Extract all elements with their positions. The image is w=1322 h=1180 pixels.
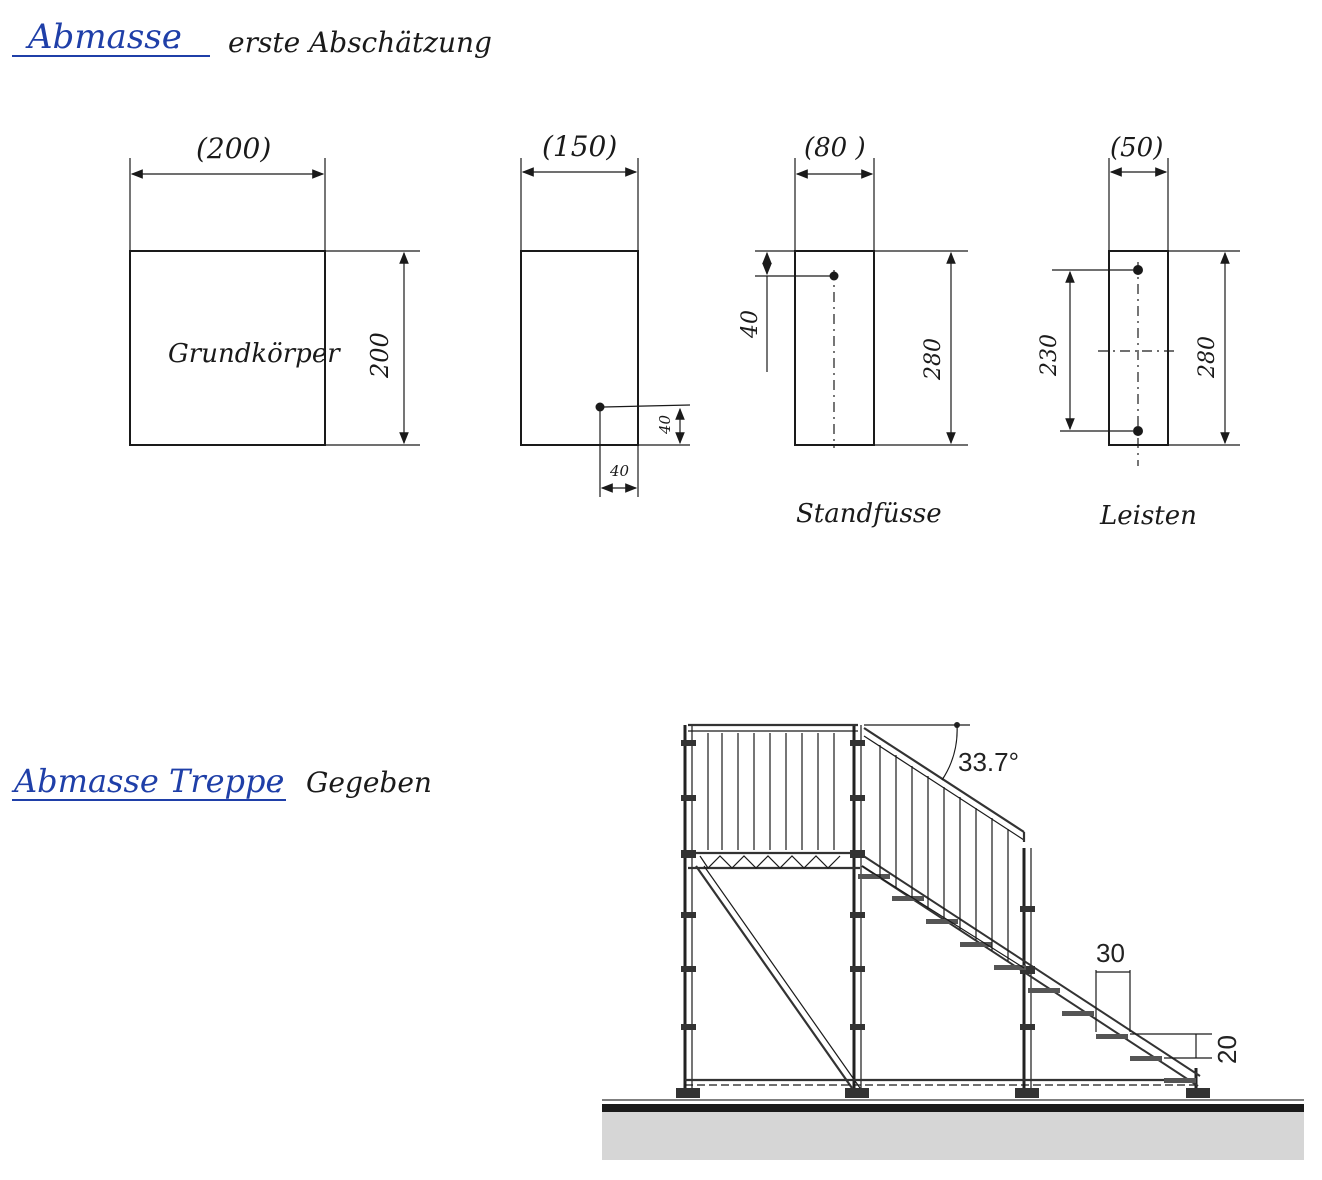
diagonal-brace [695,865,853,1089]
height-label: 280 [921,338,946,381]
step-depth-label: 30 [1096,938,1125,968]
stair-heading: Abmasse Treppe : Gegeben [11,762,432,801]
hole-vertical-label: 40 [656,414,674,435]
spacing-label: 230 [1037,334,1062,377]
stair-drawing: 33.7° 30 20 [602,722,1304,1160]
offset-label: 40 [738,310,763,339]
stair-subtitle: Gegeben [306,766,432,799]
view-standfuesse: (80 ) 40 280 Standfüsse [738,133,968,529]
grundkoerper-outline [129,250,326,446]
width-label: (200) [196,132,271,165]
stair-steps [858,874,1196,1083]
height-label: 280 [1195,336,1220,379]
width-label: (50) [1110,133,1163,163]
hole-horizontal-label: 40 [609,462,630,480]
view-grundkoerper: (200) 200 Grundkörper [129,132,420,446]
header-colon: : [172,21,182,56]
caption: Leisten [1099,501,1197,531]
stringer-lower [861,865,1199,1087]
header: Abmasse : erste Abschätzung [12,17,492,59]
stair-title: Abmasse Treppe [11,762,284,800]
hole-marker [829,271,839,281]
height-label: 200 [366,332,394,379]
standfuss-outline [794,250,875,446]
view-side: (150) 40 40 [520,130,691,497]
side-outline [520,250,639,446]
width-label: (80 ) [804,133,866,163]
ground-line [602,1104,1304,1112]
width-label: (150) [542,130,617,163]
hole-marker-bottom [1133,426,1143,436]
caption: Standfüsse [796,499,942,529]
step-height-label: 20 [1212,1035,1242,1064]
leiste-outline [1108,250,1169,446]
hole-marker-top [1133,265,1143,275]
stair-balusters [879,745,1009,961]
stair-handrail [863,727,1025,833]
stair-colon: : [274,766,283,799]
stringer-upper [861,854,1201,1077]
header-title: Abmasse [25,17,182,57]
ground-fill [602,1112,1304,1160]
angle-label: 33.7° [958,747,1019,777]
hole-marker [595,402,605,412]
inner-label: Grundkörper [168,339,341,369]
header-subtitle: erste Abschätzung [228,26,492,59]
platform-balusters [707,733,835,850]
view-leisten: (50) 230 280 Leisten [1037,133,1240,531]
